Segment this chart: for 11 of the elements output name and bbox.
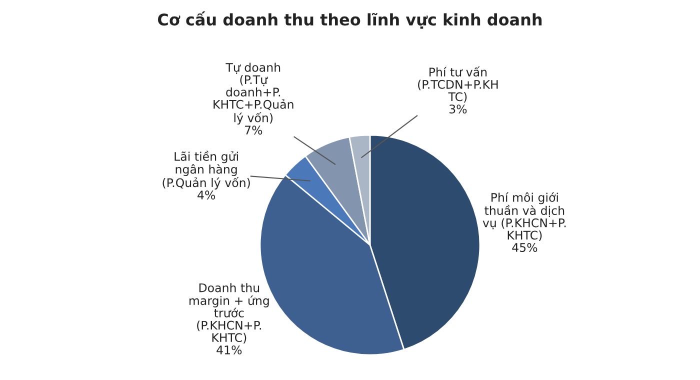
- slice-label: Tự doanh (P.Tự doanh+P. KHTC+P.Quản lý vốn): [214, 62, 294, 125]
- data-label: 3%: [449, 104, 467, 114]
- data-label: 45%: [512, 243, 538, 252]
- slice-label: Phí môi giới thuần và dịch vụ (P.KHCN+P. KHTC): [482, 192, 566, 242]
- slice-label: Doanh thu margin + ứng trước (P.KHCN+P. KHTC): [189, 283, 269, 344]
- slice-label: Lãi tiền gửi ngân hàng (P.Quản lý vốn): [162, 150, 250, 190]
- slice-label: Phí tư vấn (P.TCDN+P.KH TC): [418, 66, 498, 103]
- data-label: 4%: [198, 190, 216, 200]
- data-label: 7%: [244, 126, 262, 135]
- chart-title: Cơ cấu doanh thu theo lĩnh vực kinh doanh: [158, 11, 542, 29]
- data-label: 41%: [216, 345, 242, 354]
